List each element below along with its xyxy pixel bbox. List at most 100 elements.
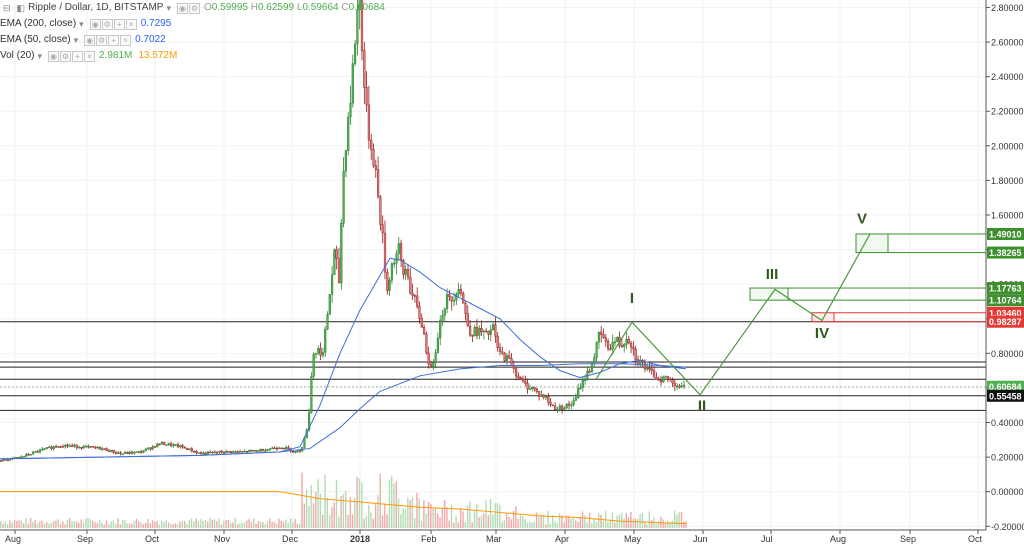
collapse-icon[interactable]: ⊟ [3,3,11,13]
volume-bar [310,485,312,528]
volume-bar [46,522,48,528]
volume-bar [563,522,565,528]
dropdown-icon[interactable]: ▾ [79,19,84,29]
volume-bar [623,518,625,528]
candle-body [372,149,375,166]
candle-body [25,454,28,457]
add-icon[interactable]: + [113,18,125,30]
volume-bar [450,504,453,528]
candle-body [349,102,352,118]
settings-icon[interactable]: ⚙ [96,34,108,46]
volume-bar [499,504,501,528]
volume-bar [372,518,374,528]
volume-bar [246,520,248,528]
candle-body [34,451,37,453]
volume-bar [471,522,473,528]
volume-bar [579,516,581,528]
dropdown-icon[interactable]: ▾ [73,35,79,45]
dropdown-icon[interactable]: ▾ [37,51,42,61]
close-icon[interactable]: × [120,34,132,46]
candle-body [199,452,203,455]
volume-bar [273,521,276,528]
volume-bar [538,516,540,528]
volume-ma-line [0,491,687,525]
candle-body [673,382,676,387]
eye-icon[interactable]: ◉ [177,2,189,14]
eye-icon[interactable]: ◉ [89,18,101,30]
volume-bar [503,520,506,528]
volume-bar [213,519,216,528]
candle-body [501,351,504,354]
candle-body [657,379,660,381]
eye-icon[interactable]: ◉ [84,34,96,46]
volume-bar [239,523,241,528]
volume-bar [250,522,253,528]
candle-body [4,459,7,461]
candle-body [149,447,152,450]
volume-bar [4,521,6,528]
settings-icon[interactable]: ⚙ [189,2,201,14]
volume-bar [144,522,147,528]
symbol-title[interactable]: Ripple / Dollar, 1D, BITSTAMP [28,2,164,13]
volume-bar [236,524,239,528]
volume-bar [515,506,517,528]
volume-bar [443,499,446,528]
volume-bar [466,506,469,528]
candle-body [229,451,232,454]
candle-body [676,385,679,388]
volume-bar [501,521,503,528]
volume-bar [584,515,586,528]
close-icon[interactable]: × [125,18,137,30]
volume-layer [0,472,687,528]
volume-bar [377,495,379,528]
low-label: L [296,2,303,13]
volume-bar [230,523,232,528]
candle-body [50,446,53,449]
volume-bar [216,521,218,528]
candle-body [262,449,265,452]
candle-body [379,196,382,226]
volume-bar [575,520,577,528]
candle-body [551,404,554,407]
volume-bar [186,523,188,528]
ema200-label[interactable]: EMA (200, close) [0,18,77,29]
candle-body [94,446,97,449]
volume-bar [71,521,73,528]
volume-bar [142,524,144,528]
add-icon[interactable]: + [108,34,120,46]
target-box [811,312,835,323]
volume-bar [437,513,439,528]
add-icon[interactable]: + [72,50,83,62]
candle-body [232,451,235,454]
candle-body [533,386,536,390]
price-tick-label: 2.00000 [991,141,1024,151]
close-icon[interactable]: × [84,50,95,62]
volume-bar [285,519,287,528]
volume-bar [462,511,464,528]
candle-body [383,232,387,273]
ema50-buttons: ◉ ⚙ + × [84,34,132,46]
volume-bar [441,507,443,528]
candle-body [146,447,150,450]
dropdown-icon[interactable]: ▾ [166,3,172,13]
volume-bar [411,497,414,528]
ema50-label[interactable]: EMA (50, close) [0,34,71,45]
candle-body [597,331,600,343]
volume-bar [124,519,126,528]
volume-label[interactable]: Vol (20) [0,50,35,61]
volume-bar [641,513,644,528]
volume-bar [542,514,545,528]
eye-icon[interactable]: ◉ [48,50,59,62]
settings-icon[interactable]: ⚙ [60,50,71,62]
open-value: 0.59995 [211,2,248,13]
settings-icon[interactable]: ⚙ [101,18,113,30]
volume-bar [365,516,368,528]
candle-body [57,446,60,448]
volume-bar [62,521,64,528]
candle-body [510,358,513,366]
volume-bar [163,522,165,528]
price-tag [987,315,1024,328]
candle-body [181,445,184,448]
